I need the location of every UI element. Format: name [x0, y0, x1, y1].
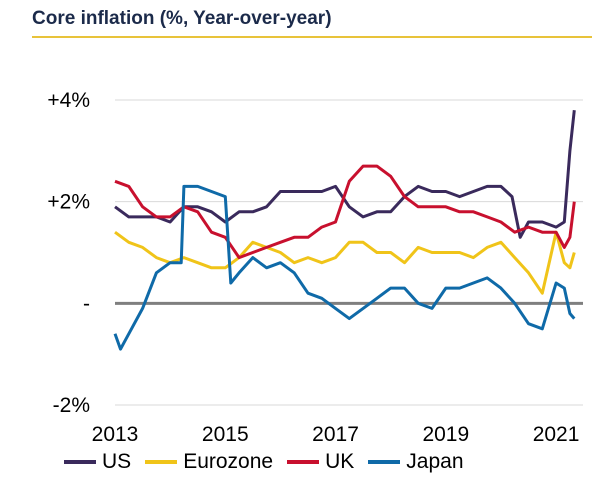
series-line-japan [113, 184, 576, 351]
series-line-us [114, 110, 576, 239]
title-underline [32, 36, 592, 38]
legend-item-japan: Japan [368, 450, 464, 474]
x-tick-label: 2021 [533, 423, 580, 446]
legend-label-eurozone: Eurozone [183, 450, 274, 473]
legend-swatch-eurozone [145, 460, 178, 464]
legend-swatch-japan [368, 460, 401, 464]
legend-item-uk: UK [287, 450, 354, 474]
legend-label-uk: UK [325, 450, 355, 473]
legend-label-japan: Japan [406, 450, 464, 473]
y-tick-label: +2% [47, 191, 90, 214]
legend-item-us: US [64, 450, 131, 474]
chart-legend: US Eurozone UK Japan [64, 450, 478, 474]
legend-label-us: US [102, 450, 132, 473]
legend-swatch-us [64, 460, 96, 464]
series-line-uk [114, 164, 576, 260]
x-tick-label: 2019 [422, 423, 469, 446]
legend-swatch-uk [287, 460, 320, 464]
chart-title: Core inflation (%, Year-over-year) [32, 8, 332, 29]
series-line-eurozone [114, 230, 576, 295]
y-tick-label: - [83, 292, 90, 315]
x-tick-label: 2013 [92, 423, 139, 446]
x-tick-label: 2015 [202, 423, 249, 446]
x-tick-label: 2017 [312, 423, 359, 446]
y-tick-label: -2% [53, 394, 90, 417]
legend-item-eurozone: Eurozone [145, 450, 273, 474]
y-tick-label: +4% [47, 89, 90, 112]
